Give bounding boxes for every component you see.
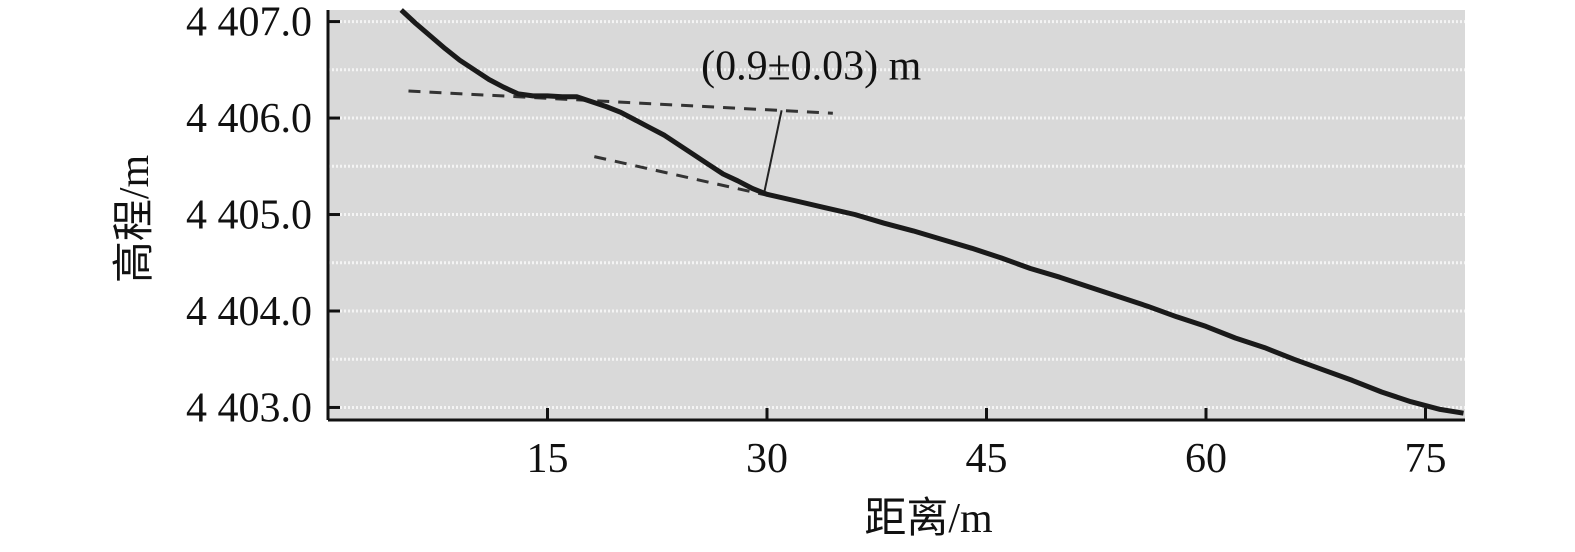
y-tick-label: 4 403.0 xyxy=(186,385,312,431)
measure-line xyxy=(763,110,783,194)
reference-lines xyxy=(408,89,833,197)
y-tick-label: 4 406.0 xyxy=(186,96,312,142)
y-axis-label: 高程/m xyxy=(112,155,158,284)
x-tick-label: 15 xyxy=(526,436,568,482)
y-tick-label: 4 404.0 xyxy=(186,289,312,335)
reference-line xyxy=(593,155,768,197)
x-tick-label: 45 xyxy=(965,436,1007,482)
x-ticks: 15 30 45 60 75 xyxy=(526,408,1446,482)
annotation-text: (0.9±0.03) m xyxy=(701,43,922,89)
x-tick-label: 75 xyxy=(1404,436,1446,482)
series-line xyxy=(399,8,1464,416)
annotations: (0.9±0.03) m xyxy=(701,43,922,89)
y-tick-label: 4 407.0 xyxy=(186,0,312,46)
grid-lines xyxy=(328,20,1465,409)
y-ticks: 4 403.0 4 404.0 4 405.0 4 406.0 4 407.0 xyxy=(186,0,340,431)
x-axis-label: 距离/m xyxy=(864,495,993,542)
reference-line xyxy=(408,89,833,115)
y-tick-label: 4 405.0 xyxy=(186,193,312,239)
x-tick-label: 30 xyxy=(746,436,788,482)
x-tick-label: 60 xyxy=(1185,436,1227,482)
